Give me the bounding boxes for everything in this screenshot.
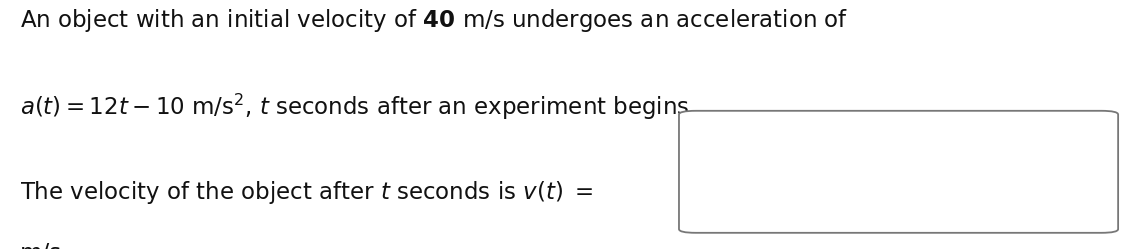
Text: An object with an initial velocity of $\mathbf{40}$ m/s undergoes an acceleratio: An object with an initial velocity of $\… [20,7,849,34]
Text: m/s: m/s [20,242,62,249]
Text: The velocity of the object after $t$ seconds is $v(t)\ =$: The velocity of the object after $t$ sec… [20,179,595,206]
Text: $a(t) = 12t - 10\ \mathrm{m/s}^2$, $t$ seconds after an experiment begins.: $a(t) = 12t - 10\ \mathrm{m/s}^2$, $t$ s… [20,92,696,122]
FancyBboxPatch shape [679,111,1118,233]
